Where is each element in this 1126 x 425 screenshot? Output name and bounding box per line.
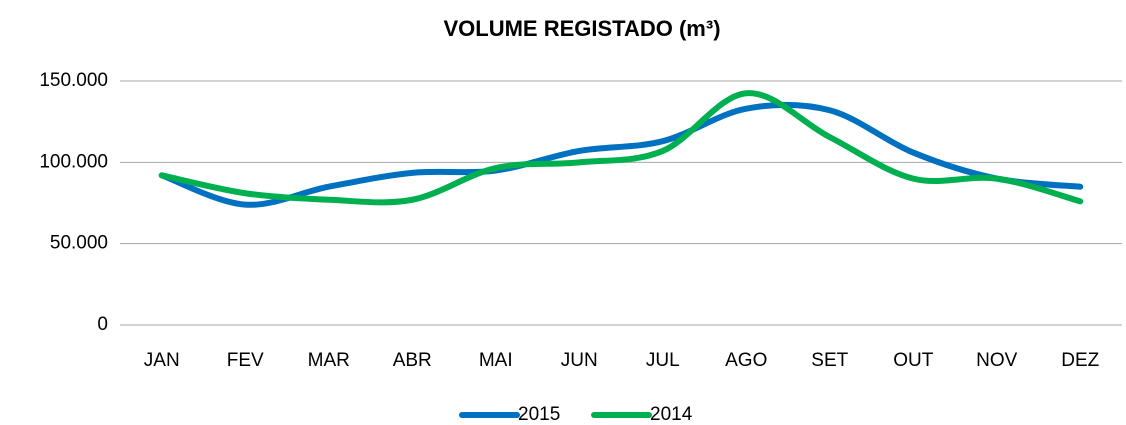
x-tick-label: OUT (893, 350, 934, 371)
y-tick-label: 50.000 (50, 233, 108, 254)
legend-label: 2015 (518, 404, 560, 425)
x-tick-label: DEZ (1061, 350, 1099, 371)
x-tick-label: MAI (479, 350, 513, 371)
y-tick-label: 0 (97, 314, 108, 335)
chart-title: VOLUME REGISTADO (m³) (443, 16, 720, 41)
x-tick-label: ABR (393, 350, 432, 371)
y-tick-label: 150.000 (39, 70, 108, 91)
series-line (158, 90, 1084, 206)
x-tick-label: JUN (561, 350, 598, 371)
y-tick-label: 100.000 (39, 151, 108, 172)
legend-label: 2014 (650, 404, 693, 425)
x-tick-label: FEV (227, 350, 264, 371)
x-tick-label: MAR (308, 350, 350, 371)
x-tick-label: JUL (646, 350, 680, 371)
x-tick-label: JAN (144, 350, 180, 371)
x-tick-label: SET (811, 350, 848, 371)
x-tick-label: AGO (725, 350, 767, 371)
series-line (158, 101, 1084, 208)
x-tick-label: NOV (976, 350, 1018, 371)
